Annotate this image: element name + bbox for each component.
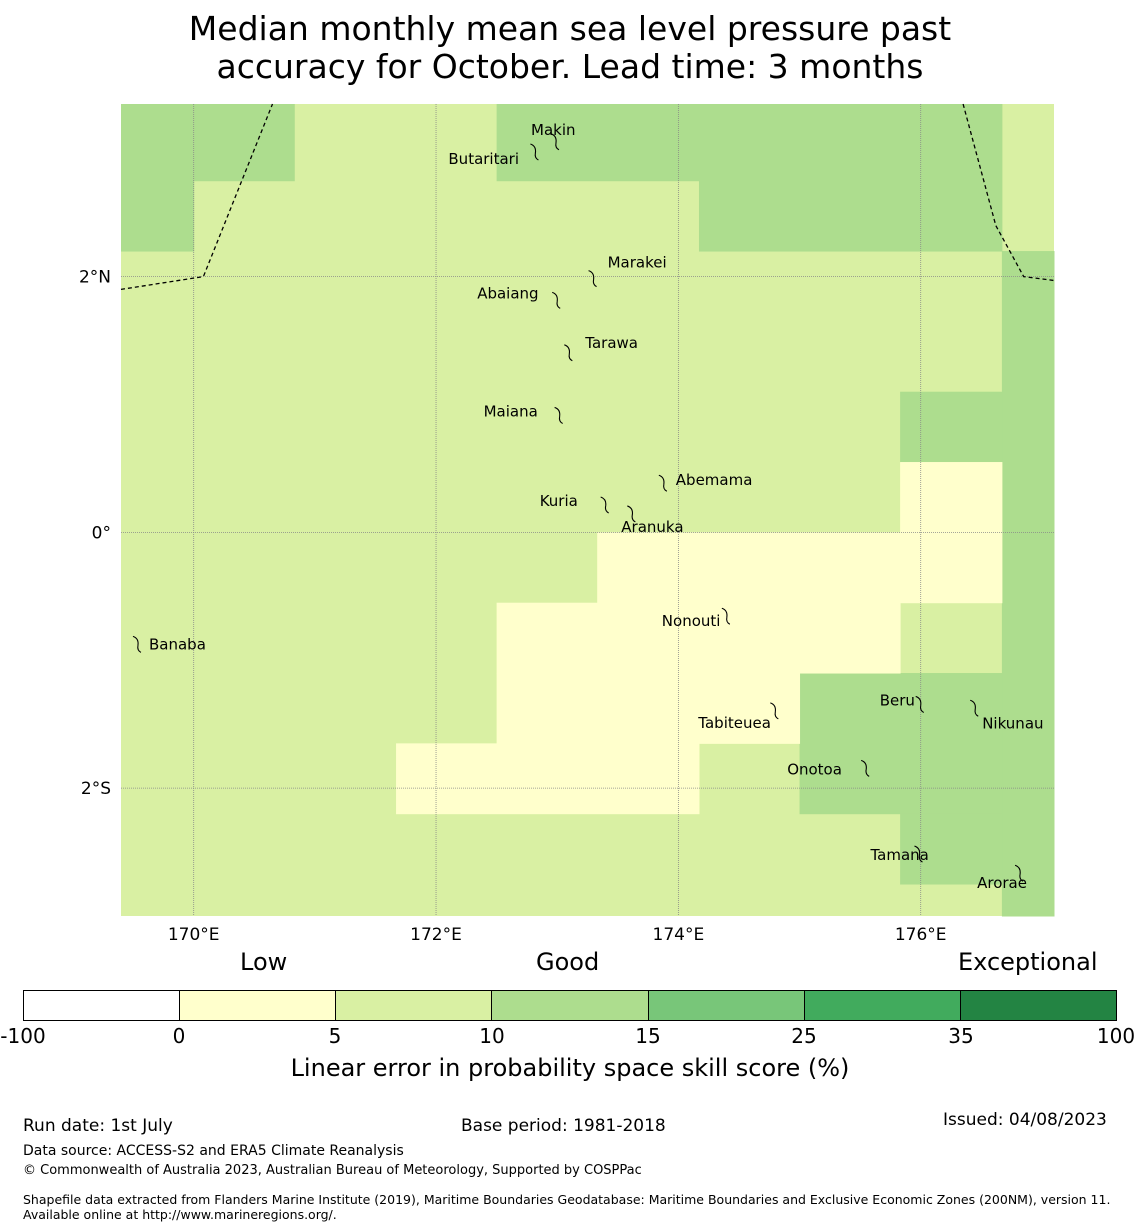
copyright: © Commonwealth of Australia 2023, Austra… <box>23 1163 642 1178</box>
base-period: Base period: 1981-2018 <box>461 1116 666 1136</box>
island-label: Nonouti <box>662 612 721 630</box>
x-tick-label: 172°E <box>410 925 462 945</box>
y-tick-label: 2°S <box>81 779 111 799</box>
island-outline <box>552 291 561 309</box>
title-line-1: Median monthly mean sea level pressure p… <box>188 9 952 48</box>
island-outline <box>970 699 979 717</box>
skill-cell <box>121 104 195 252</box>
colorbar-tick: 25 <box>791 1024 817 1048</box>
skill-cell <box>396 743 700 815</box>
island-label: Aranuka <box>621 518 683 536</box>
colorbar-bin-15-25 <box>648 991 805 1020</box>
skill-cell <box>597 532 1003 604</box>
colorbar-tick: 0 <box>172 1024 186 1048</box>
colorbar-bin-5-10 <box>336 991 493 1020</box>
island-label: Onotoa <box>787 760 842 778</box>
colorbar-tick: 100 <box>1096 1024 1136 1048</box>
skill-cell <box>698 104 1003 252</box>
issued-date: Issued: 04/08/2023 <box>943 1110 1107 1130</box>
chart-title: Median monthly mean sea level pressure p… <box>0 10 1140 86</box>
island-outline <box>770 702 779 720</box>
island-label: Arorae <box>977 874 1027 892</box>
island-outline <box>530 143 539 161</box>
colorbar-bin-0-5 <box>180 991 337 1020</box>
island-label: Marakei <box>608 254 667 272</box>
category-good: Good <box>536 948 600 976</box>
island-outline <box>721 607 731 625</box>
colorbar-tick: 35 <box>948 1024 974 1048</box>
island-outline <box>914 845 923 863</box>
colorbar-bin-25-35 <box>804 991 961 1020</box>
island-label: Tarawa <box>584 334 638 352</box>
colorbar-tick: 10 <box>479 1024 505 1048</box>
category-exceptional: Exceptional <box>958 948 1098 976</box>
island-outline <box>658 474 668 492</box>
eez-boundary-line <box>962 103 1055 282</box>
island-outline <box>627 505 636 523</box>
skill-cell <box>496 673 801 744</box>
data-source: Data source: ACCESS-S2 and ERA5 Climate … <box>23 1143 404 1159</box>
kiribati-skill-map: Makin Butaritari Marakei Abaiang Tarawa Maian… <box>79 103 1055 945</box>
x-tick-label: 170°E <box>168 925 220 945</box>
island-label: Makin <box>531 121 576 139</box>
skill-cell <box>900 813 1003 885</box>
colorbar-tick: 15 <box>635 1024 661 1048</box>
island-outline <box>554 406 563 424</box>
skill-cell <box>193 104 295 182</box>
y-tick-label: 0° <box>92 523 111 543</box>
skill-cell <box>496 104 700 182</box>
island-label: Abaiang <box>477 284 538 302</box>
island-outline <box>1014 864 1024 882</box>
run-date: Run date: 1st July <box>23 1116 173 1136</box>
colorbar-tick: -100 <box>0 1024 46 1048</box>
island-label: Abemama <box>676 471 753 489</box>
skill-cell <box>900 462 1003 533</box>
island-outline <box>600 496 609 514</box>
island-outline <box>550 133 560 151</box>
colorbar-bin-below-0 <box>24 991 181 1020</box>
colorbar <box>23 990 1117 1021</box>
island-outline <box>860 759 870 777</box>
island-outline <box>915 695 924 713</box>
island-label: Beru <box>880 692 915 710</box>
category-low: Low <box>240 948 288 976</box>
island-outline <box>564 344 573 362</box>
colorbar-bin-35-100 <box>960 991 1116 1020</box>
skill-cell <box>496 602 901 674</box>
island-label: Kuria <box>540 492 578 510</box>
colorbar-label: Linear error in probability space skill … <box>290 1054 850 1082</box>
island-outline <box>588 270 597 288</box>
skill-cell <box>1001 251 1055 917</box>
skill-cell <box>799 673 1003 815</box>
skill-cell <box>900 391 1003 463</box>
island-label: Maiana <box>484 403 538 421</box>
y-tick-label: 2°N <box>79 268 111 288</box>
x-tick-label: 174°E <box>653 925 705 945</box>
colorbar-tick: 5 <box>328 1024 342 1048</box>
island-label: Butaritari <box>448 150 519 168</box>
island-outline <box>132 635 142 653</box>
title-line-2: accuracy for October. Lead time: 3 month… <box>216 47 924 86</box>
shapefile-note: Shapefile data extracted from Flanders M… <box>23 1192 1111 1222</box>
island-label: Tamana <box>870 846 929 864</box>
island-label: Tabiteuea <box>697 714 771 732</box>
colorbar-bin-10-15 <box>492 991 649 1020</box>
x-tick-label: 176°E <box>895 925 947 945</box>
island-label: Nikunau <box>982 714 1043 732</box>
island-label: Banaba <box>149 635 206 653</box>
